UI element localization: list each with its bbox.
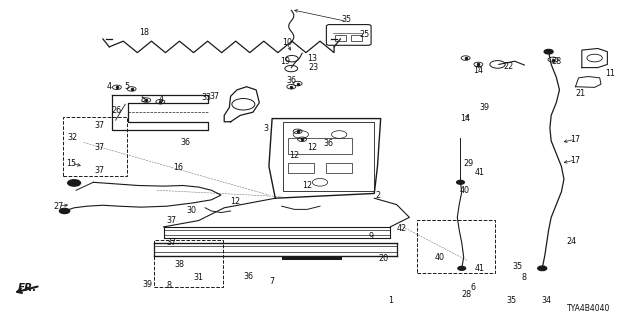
Text: 37: 37 — [95, 166, 105, 175]
Circle shape — [544, 50, 553, 54]
Text: FR.: FR. — [18, 283, 37, 293]
Text: 40: 40 — [460, 186, 470, 195]
Text: 19: 19 — [280, 57, 290, 66]
Text: 39: 39 — [480, 103, 490, 112]
Bar — [63, 117, 127, 176]
Text: 36: 36 — [243, 272, 253, 281]
Text: 37: 37 — [95, 121, 105, 130]
Text: 21: 21 — [575, 89, 586, 98]
Text: 2: 2 — [375, 190, 380, 200]
Circle shape — [68, 180, 81, 186]
Text: 9: 9 — [369, 232, 374, 241]
Text: 11: 11 — [605, 69, 616, 78]
Text: 18: 18 — [140, 28, 149, 37]
Circle shape — [458, 267, 466, 270]
Text: 23: 23 — [308, 63, 319, 72]
Text: 20: 20 — [379, 254, 389, 263]
Text: 41: 41 — [475, 168, 484, 177]
Text: 37: 37 — [95, 143, 105, 152]
Text: 12: 12 — [230, 197, 241, 206]
Text: 14: 14 — [461, 114, 470, 123]
Text: 6: 6 — [471, 283, 476, 292]
Text: 37: 37 — [167, 216, 177, 225]
Bar — [417, 220, 495, 273]
Circle shape — [538, 266, 547, 270]
Text: 15: 15 — [66, 159, 76, 168]
Text: 14: 14 — [474, 66, 483, 75]
Text: 12: 12 — [289, 151, 300, 160]
Text: 35: 35 — [342, 15, 352, 24]
Text: 8: 8 — [166, 281, 171, 290]
Text: 28: 28 — [551, 57, 561, 66]
Text: 17: 17 — [570, 135, 580, 144]
Text: 13: 13 — [307, 53, 317, 62]
Text: 4: 4 — [159, 95, 164, 104]
Text: 40: 40 — [435, 253, 445, 262]
Text: TYA4B4040: TYA4B4040 — [566, 304, 610, 313]
Text: 10: 10 — [282, 38, 292, 47]
Text: 31: 31 — [194, 273, 204, 282]
Bar — [282, 257, 342, 260]
Text: 39: 39 — [143, 280, 152, 289]
Bar — [154, 240, 223, 287]
Circle shape — [457, 180, 465, 184]
Text: 4: 4 — [107, 82, 112, 91]
Bar — [351, 35, 362, 41]
Text: 8: 8 — [522, 273, 527, 282]
Text: 12: 12 — [302, 181, 312, 190]
Text: 34: 34 — [541, 296, 552, 305]
Text: 36: 36 — [286, 76, 296, 85]
Text: 36: 36 — [181, 138, 191, 147]
Text: 5: 5 — [125, 82, 130, 91]
Bar — [326, 163, 352, 173]
Text: 38: 38 — [175, 260, 184, 269]
Bar — [335, 35, 346, 41]
Text: 42: 42 — [397, 224, 407, 233]
Text: 32: 32 — [67, 133, 77, 142]
Bar — [288, 163, 314, 173]
Text: 35: 35 — [513, 262, 523, 271]
Text: 30: 30 — [186, 206, 196, 215]
Text: 7: 7 — [269, 276, 275, 285]
Text: 37: 37 — [209, 92, 220, 101]
Text: 26: 26 — [112, 106, 122, 115]
Bar — [283, 123, 374, 191]
Text: 35: 35 — [506, 296, 516, 305]
Text: 29: 29 — [463, 159, 474, 168]
Text: 5: 5 — [141, 95, 146, 104]
Text: 27: 27 — [53, 202, 63, 211]
Circle shape — [60, 208, 70, 213]
Text: 33: 33 — [202, 93, 211, 102]
Text: 25: 25 — [360, 30, 370, 39]
Text: 36: 36 — [323, 139, 333, 148]
Text: 1: 1 — [388, 296, 393, 305]
Bar — [288, 138, 352, 154]
Text: 41: 41 — [475, 264, 484, 274]
Text: 37: 37 — [167, 238, 177, 247]
Text: 28: 28 — [462, 290, 472, 299]
Text: 3: 3 — [263, 124, 268, 132]
Text: 12: 12 — [307, 143, 317, 152]
Text: 16: 16 — [173, 164, 183, 172]
Text: 24: 24 — [566, 237, 576, 246]
Text: 22: 22 — [503, 61, 513, 70]
Text: 17: 17 — [570, 156, 580, 164]
